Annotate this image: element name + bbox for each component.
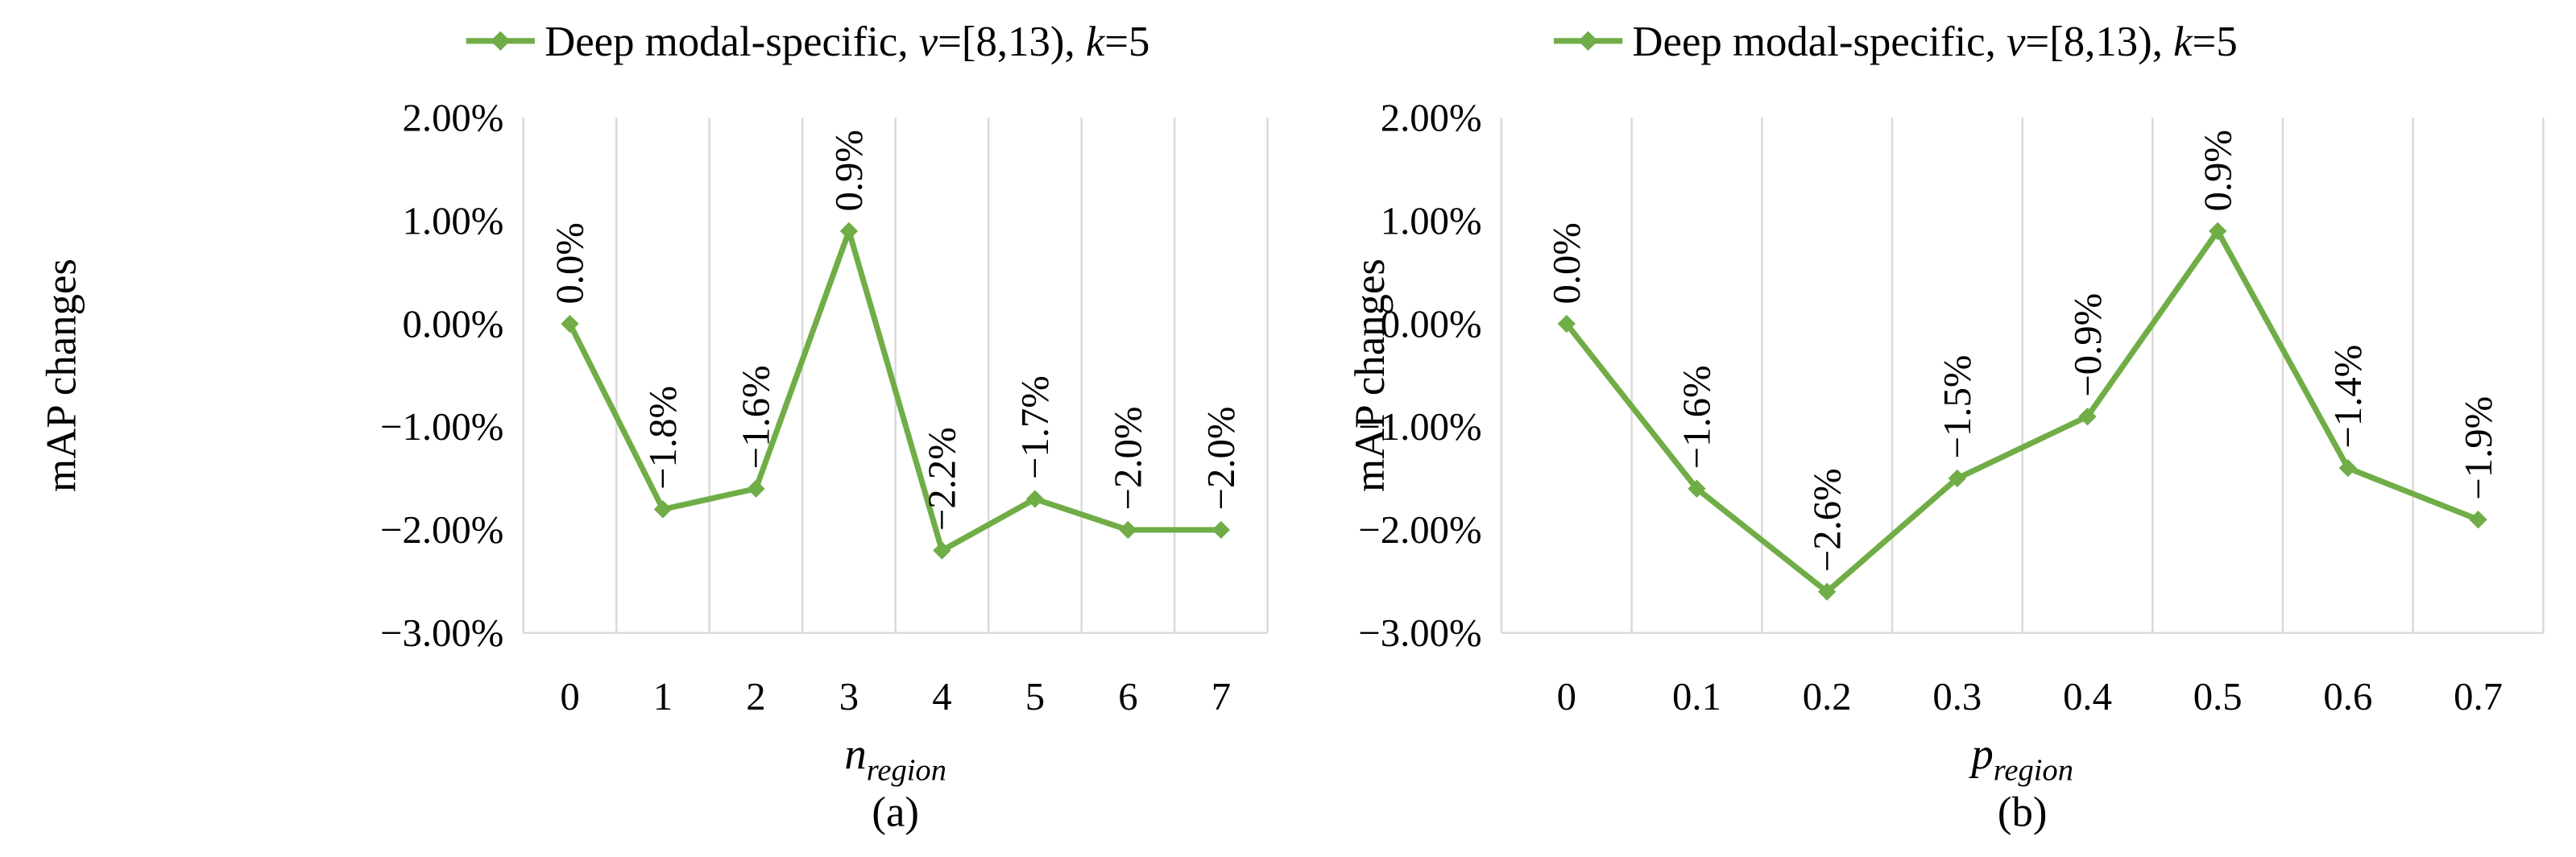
x-axis-label-subscript: region bbox=[1994, 754, 2073, 788]
y-tick-label: 0.00% bbox=[1381, 302, 1482, 346]
legend-k-symbol: k bbox=[2173, 19, 2193, 65]
legend-swatch-marker bbox=[491, 31, 511, 51]
y-tick-label: −3.00% bbox=[380, 611, 503, 655]
chart-panel-a: 2.00% 1.00% 0.00% −1.00% −2.00% −3.00% 0 1 2 3 4 5 6… bbox=[38, 19, 1269, 835]
legend-swatch-marker bbox=[1578, 31, 1598, 51]
x-axis-label-base: p bbox=[1968, 729, 1993, 778]
x-tick-label: 1 bbox=[653, 675, 673, 718]
data-label: −2.0% bbox=[1199, 407, 1243, 511]
legend-label: Deep modal-specific, v=[8,13), k=5 bbox=[1632, 19, 2237, 65]
legend-k-value: =5 bbox=[1104, 19, 1149, 65]
legend-k-value: =5 bbox=[2193, 19, 2238, 65]
data-label: 0.0% bbox=[549, 222, 592, 304]
y-tick-label: −2.00% bbox=[1358, 508, 1481, 552]
data-label: −2.6% bbox=[1805, 468, 1849, 572]
data-point-marker bbox=[1818, 582, 1837, 601]
data-point-marker bbox=[1948, 469, 1967, 488]
x-tick-label: 2 bbox=[746, 675, 765, 718]
data-label: −1.8% bbox=[641, 386, 685, 490]
x-tick-label: 0.5 bbox=[2193, 675, 2243, 718]
x-tick-label: 4 bbox=[932, 675, 951, 718]
legend-name: Deep modal-specific, bbox=[1632, 19, 2007, 65]
chart-panel-b: 2.00% 1.00% 0.00% −1.00% −2.00% −3.00% 0 0.1 0.2… bbox=[1347, 19, 2545, 835]
data-label: −2.0% bbox=[1107, 407, 1150, 511]
data-label: 0.9% bbox=[2196, 130, 2239, 211]
y-tick-label: −3.00% bbox=[1358, 611, 1481, 655]
legend-v-value: =[8,13), bbox=[938, 19, 1086, 65]
y-tick-label: 1.00% bbox=[403, 199, 504, 242]
x-tick-label: 0.3 bbox=[1932, 675, 1982, 718]
data-label: −1.5% bbox=[1936, 355, 1979, 459]
x-tick-label: 0.4 bbox=[2063, 675, 2112, 718]
data-point-marker bbox=[1688, 479, 1706, 498]
data-label: −1.7% bbox=[1013, 375, 1057, 479]
data-label: −1.9% bbox=[2457, 396, 2500, 500]
y-axis-label: mAP changes bbox=[1347, 259, 1394, 492]
legend-label: Deep modal-specific, v=[8,13), k=5 bbox=[545, 19, 1149, 65]
data-label: −0.9% bbox=[2066, 293, 2110, 397]
y-tick-label: 2.00% bbox=[403, 96, 504, 139]
x-axis-label-base: n bbox=[844, 729, 866, 778]
series-line bbox=[1564, 228, 2479, 595]
legend-v-symbol: v bbox=[919, 19, 938, 65]
data-point-marker bbox=[2469, 510, 2487, 529]
data-label: 0.9% bbox=[827, 130, 871, 211]
x-axis-label: nregion bbox=[844, 729, 946, 787]
x-tick-label: 7 bbox=[1211, 675, 1231, 718]
data-point-marker bbox=[747, 479, 765, 498]
y-tick-label: 0.00% bbox=[403, 302, 504, 346]
data-point-marker bbox=[1211, 520, 1231, 540]
y-axis-label: mAP changes bbox=[38, 259, 85, 492]
y-tick-label: 1.00% bbox=[1381, 199, 1482, 242]
legend-k-symbol: k bbox=[1086, 19, 1106, 65]
data-label: −1.6% bbox=[735, 365, 778, 469]
data-label: −2.2% bbox=[921, 427, 964, 531]
panel-label: (b) bbox=[1998, 789, 2048, 835]
data-point-marker bbox=[1119, 520, 1137, 540]
y-tick-label: −1.00% bbox=[1358, 405, 1481, 449]
legend-v-symbol: v bbox=[2007, 19, 2026, 65]
data-point-marker bbox=[839, 221, 859, 241]
x-tick-label: 6 bbox=[1118, 675, 1137, 718]
y-tick-label: −2.00% bbox=[380, 508, 503, 552]
panel-label: (a) bbox=[872, 789, 919, 835]
x-tick-label: 0 bbox=[1557, 675, 1576, 718]
data-label: −1.4% bbox=[2326, 345, 2370, 449]
x-tick-label: 0.1 bbox=[1672, 675, 1721, 718]
data-label: −1.6% bbox=[1675, 365, 1719, 469]
x-tick-label: 0 bbox=[560, 675, 579, 718]
y-tick-label: −1.00% bbox=[380, 405, 503, 449]
x-axis-label-subscript: region bbox=[867, 754, 946, 788]
x-tick-label: 0.2 bbox=[1803, 675, 1852, 718]
y-tick-label: 2.00% bbox=[1381, 96, 1482, 139]
x-tick-label: 0.6 bbox=[2323, 675, 2372, 718]
data-label: 0.0% bbox=[1545, 222, 1588, 304]
series-line bbox=[567, 228, 1221, 554]
data-point-marker bbox=[1025, 490, 1045, 508]
x-tick-label: 3 bbox=[839, 675, 859, 718]
figure-scale-group: 2.00% 1.00% 0.00% −1.00% −2.00% −3.00% 0 1 2 3 4 5 6… bbox=[38, 19, 2545, 835]
legend-v-value: =[8,13), bbox=[2025, 19, 2173, 65]
legend-name: Deep modal-specific, bbox=[545, 19, 919, 65]
x-tick-label: 0.7 bbox=[2454, 675, 2503, 718]
x-axis-label: pregion bbox=[1968, 729, 2073, 787]
x-tick-label: 5 bbox=[1025, 675, 1045, 718]
data-point-marker bbox=[2338, 458, 2358, 478]
